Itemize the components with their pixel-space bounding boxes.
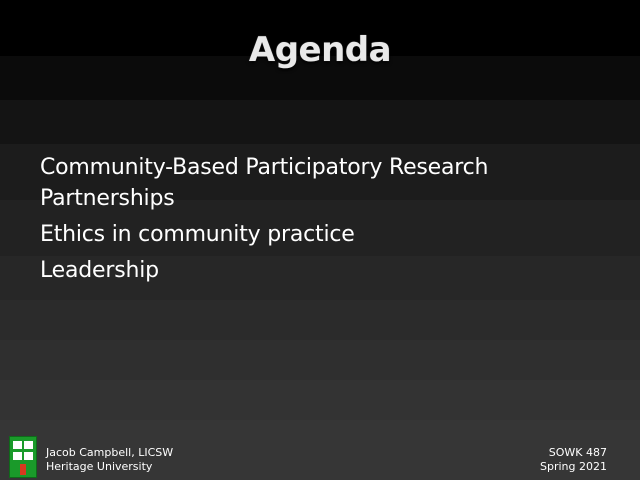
slide-title: Agenda — [248, 30, 392, 70]
agenda-item: Leadership — [40, 258, 159, 283]
footer-course: SOWK 487 — [548, 446, 607, 459]
agenda-list: Community-Based Participatory Research P… — [40, 152, 540, 291]
university-logo-icon — [9, 436, 37, 478]
agenda-item: Ethics in community practice — [40, 222, 355, 247]
footer-author-block: Jacob Campbell, LICSW Heritage Universit… — [46, 446, 173, 474]
footer-course-block: SOWK 487 Spring 2021 — [540, 446, 607, 474]
footer-term: Spring 2021 — [540, 460, 607, 473]
agenda-item: Community-Based Participatory Research P… — [40, 155, 489, 211]
footer-institution: Heritage University — [46, 460, 153, 473]
footer-author: Jacob Campbell, LICSW — [46, 446, 174, 459]
